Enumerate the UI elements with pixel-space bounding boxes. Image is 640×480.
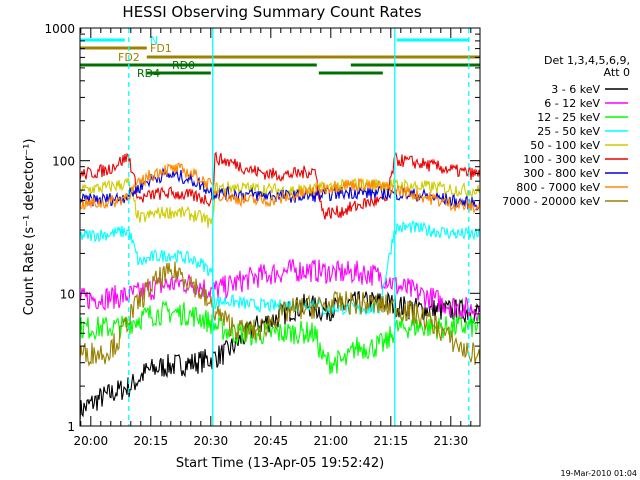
y-tick-label: 100 (52, 155, 75, 169)
x-tick-label: 20:00 (74, 434, 109, 448)
legend-label-800-7000-kev: 800 - 7000 keV (516, 181, 600, 194)
night-boundaries (128, 28, 470, 426)
flag-label-rd0: RD0 (172, 59, 195, 72)
axis-ticks: 20:00 20:15 20:30 20:45 21:00 21:15 21:30 1 10 10… (44, 22, 480, 448)
flag-label-fd1: FD1 (150, 42, 172, 55)
y-tick-label: 1000 (44, 22, 75, 36)
legend-label-300-800-kev: 300 - 800 keV (523, 167, 600, 180)
legend-label-12-25-kev: 12 - 25 keV (537, 111, 600, 124)
x-tick-label: 21:30 (434, 434, 469, 448)
legend-label-6-12-kev: 6 - 12 keV (544, 97, 600, 110)
legend-header-line: Att 0 (604, 66, 630, 79)
x-tick-label: 20:30 (194, 434, 229, 448)
y-axis-label: Count Rate (s⁻¹ detector⁻¹) (22, 139, 37, 316)
flag-label-rd4: RD4 (137, 67, 160, 80)
footer-date: 19-Mar-2010 01:04 (561, 469, 638, 478)
legend-label-3-6-kev: 3 - 6 keV (551, 83, 600, 96)
plot-frame (79, 27, 481, 427)
x-tick-label: 21:15 (374, 434, 409, 448)
chart-title: HESSI Observing Summary Count Rates (122, 3, 421, 21)
series-300-800-kev (79, 167, 481, 211)
series-800-7000-kev (79, 162, 481, 215)
y-tick-label: 10 (60, 287, 75, 301)
x-tick-label: 20:15 (134, 434, 169, 448)
series-25-50-kev (79, 219, 481, 316)
legend-label-50-100-kev: 50 - 100 keV (530, 139, 600, 152)
legend-header-line: Det 1,3,4,5,6,9, (544, 54, 630, 67)
x-tick-label: 20:45 (254, 434, 289, 448)
legend-label-25-50-kev: 25 - 50 keV (537, 125, 600, 138)
legend-label-100-300-kev: 100 - 300 keV (523, 153, 600, 166)
series-100-300-kev (79, 151, 481, 220)
x-tick-label: 21:00 (314, 434, 349, 448)
series-50-100-kev (79, 177, 481, 228)
x-axis-label: Start Time (13-Apr-05 19:52:42) (176, 456, 384, 471)
flag-label-n: N (150, 34, 158, 47)
series-group (79, 151, 481, 423)
series-7000-20000-kev (79, 261, 481, 367)
legend-label-7000-20000-kev: 7000 - 20000 keV (502, 195, 600, 208)
y-tick-label: 1 (67, 420, 75, 434)
